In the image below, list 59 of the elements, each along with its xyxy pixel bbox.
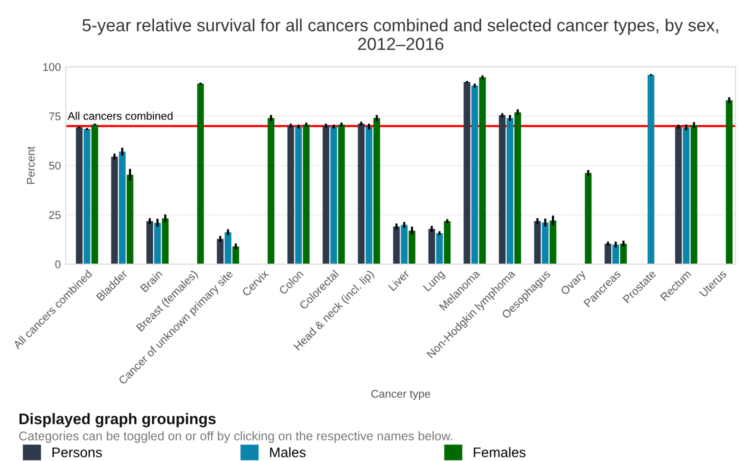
bar — [126, 174, 134, 264]
bar — [604, 244, 612, 264]
legend-title: Displayed graph groupings — [20, 413, 216, 428]
bar — [162, 218, 169, 264]
bar — [84, 128, 90, 264]
bar — [726, 100, 733, 264]
y-tick-label: 25 — [49, 211, 61, 219]
bar — [464, 82, 470, 264]
bar — [154, 222, 161, 264]
bar — [408, 230, 416, 264]
bar — [506, 118, 514, 264]
bar — [542, 222, 549, 264]
bar — [295, 126, 302, 264]
bar — [690, 125, 698, 264]
legend-label: Males — [270, 447, 306, 458]
chart-title: 5-year relative survival for all cancers combined and selected cancer types, by sex, 2012–2016 — [82, 18, 718, 50]
bar — [146, 221, 154, 264]
bar — [118, 152, 126, 264]
bar — [393, 226, 400, 264]
bar — [111, 156, 118, 264]
bar — [550, 220, 556, 264]
bar — [197, 84, 204, 264]
legend-label: Females — [474, 447, 526, 458]
bar — [330, 126, 338, 264]
bar — [675, 126, 682, 264]
legend-label: Persons — [52, 448, 102, 458]
bar — [268, 118, 274, 264]
y-tick-label: 100 — [43, 63, 61, 71]
y-tick-label: 75 — [49, 112, 61, 120]
bar — [682, 127, 690, 264]
bar — [224, 232, 232, 264]
bar — [479, 77, 486, 264]
bar — [648, 74, 654, 264]
ref-line-label: All cancers combined — [68, 112, 173, 120]
bar — [534, 221, 541, 264]
bar — [620, 244, 627, 264]
bar — [76, 127, 83, 264]
bar — [287, 126, 294, 264]
bar — [428, 228, 436, 264]
bar — [400, 224, 408, 264]
bar — [338, 124, 345, 264]
bar — [91, 124, 98, 264]
text: Categories can be toggled on or off by clicking on the respective names below. — [19, 431, 452, 443]
bar — [216, 238, 224, 264]
bar — [498, 115, 506, 264]
bar — [302, 124, 310, 264]
bar — [584, 172, 592, 264]
bar — [366, 126, 372, 264]
bar — [373, 118, 380, 264]
bar — [322, 126, 330, 264]
y-tick-label: 0 — [55, 260, 61, 268]
bar — [358, 124, 365, 264]
y-axis-title: Percent — [26, 146, 35, 184]
x-axis-title: Cancer type — [371, 390, 430, 400]
bar — [436, 233, 443, 264]
bar — [444, 221, 451, 264]
bar — [514, 112, 522, 264]
y-tick-label: 50 — [49, 162, 61, 170]
bar — [471, 86, 478, 264]
